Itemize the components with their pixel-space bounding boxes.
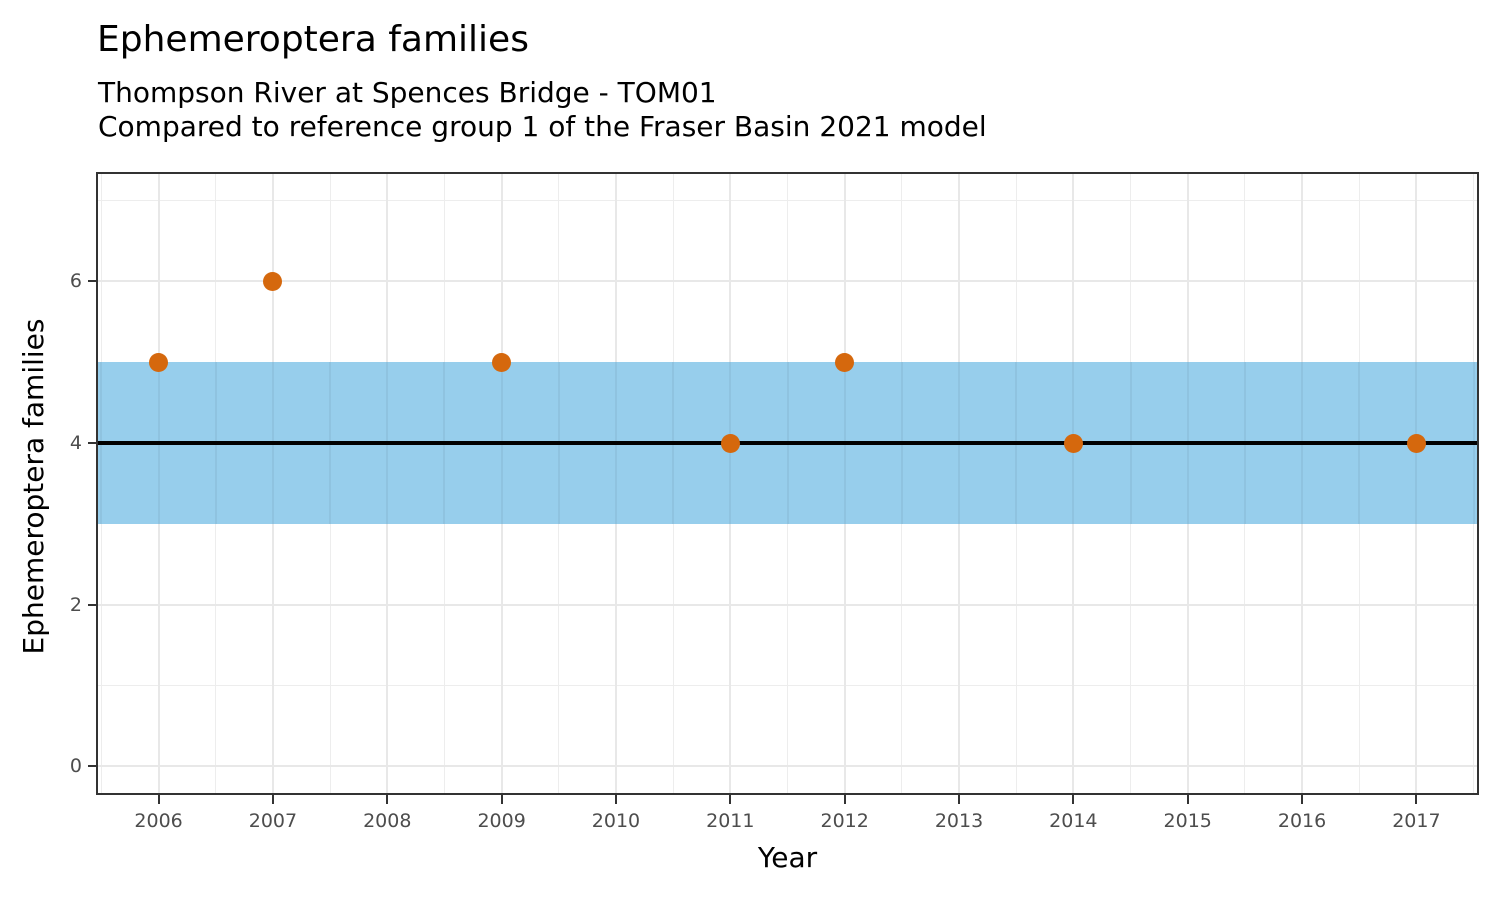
data-point [149,352,169,372]
data-point [1406,433,1426,453]
x-axis-tick [614,795,617,804]
x-tick-label: 2012 [820,810,869,832]
chart-subtitle: Thompson River at Spences Bridge - TOM01… [98,76,987,144]
data-point [720,433,740,453]
reference-line [98,441,1477,446]
data-point [1063,433,1083,453]
x-tick-label: 2015 [1163,810,1212,832]
x-axis-tick [729,795,732,804]
chart-subtitle-line2: Compared to reference group 1 of the Fra… [98,110,987,143]
data-point [492,352,512,372]
x-tick-label: 2007 [248,810,298,832]
y-axis-tick [88,442,96,445]
x-tick-label: 2017 [1392,810,1441,832]
x-axis-tick [1415,795,1418,804]
x-axis-tick [500,795,503,804]
gridline-y-major [98,280,1477,283]
x-tick-label: 2008 [363,810,412,832]
x-axis-tick [1072,795,1075,804]
y-tick-label: 2 [69,593,82,616]
x-axis-tick [271,795,274,804]
chart-title: Ephemeroptera families [97,19,529,60]
x-axis-tick [157,795,160,804]
x-tick-label: 2010 [591,810,641,832]
y-axis-tick [88,603,96,606]
y-axis-tick [88,280,96,283]
x-tick-label: 2009 [477,810,526,832]
x-tick-label: 2013 [934,810,984,832]
x-axis-tick [843,795,846,804]
x-axis-tick [958,795,961,804]
x-axis-tick [386,795,389,804]
gridline-y-major [98,765,1477,768]
x-axis-title: Year [757,841,818,874]
chart-subtitle-line1: Thompson River at Spences Bridge - TOM01 [98,76,717,109]
y-tick-label: 0 [69,755,82,778]
data-point [835,352,855,372]
y-axis-tick [88,765,96,768]
x-tick-label: 2011 [706,810,755,832]
x-axis-tick [1186,795,1189,804]
x-tick-label: 2006 [134,810,183,832]
plot-panel [98,174,1477,793]
y-tick-label: 6 [69,270,82,293]
x-tick-label: 2014 [1049,810,1098,832]
gridline-y-major [98,603,1477,606]
y-tick-label: 4 [69,432,82,455]
x-tick-label: 2016 [1277,810,1327,832]
data-point [263,271,283,291]
x-axis-tick [1301,795,1304,804]
